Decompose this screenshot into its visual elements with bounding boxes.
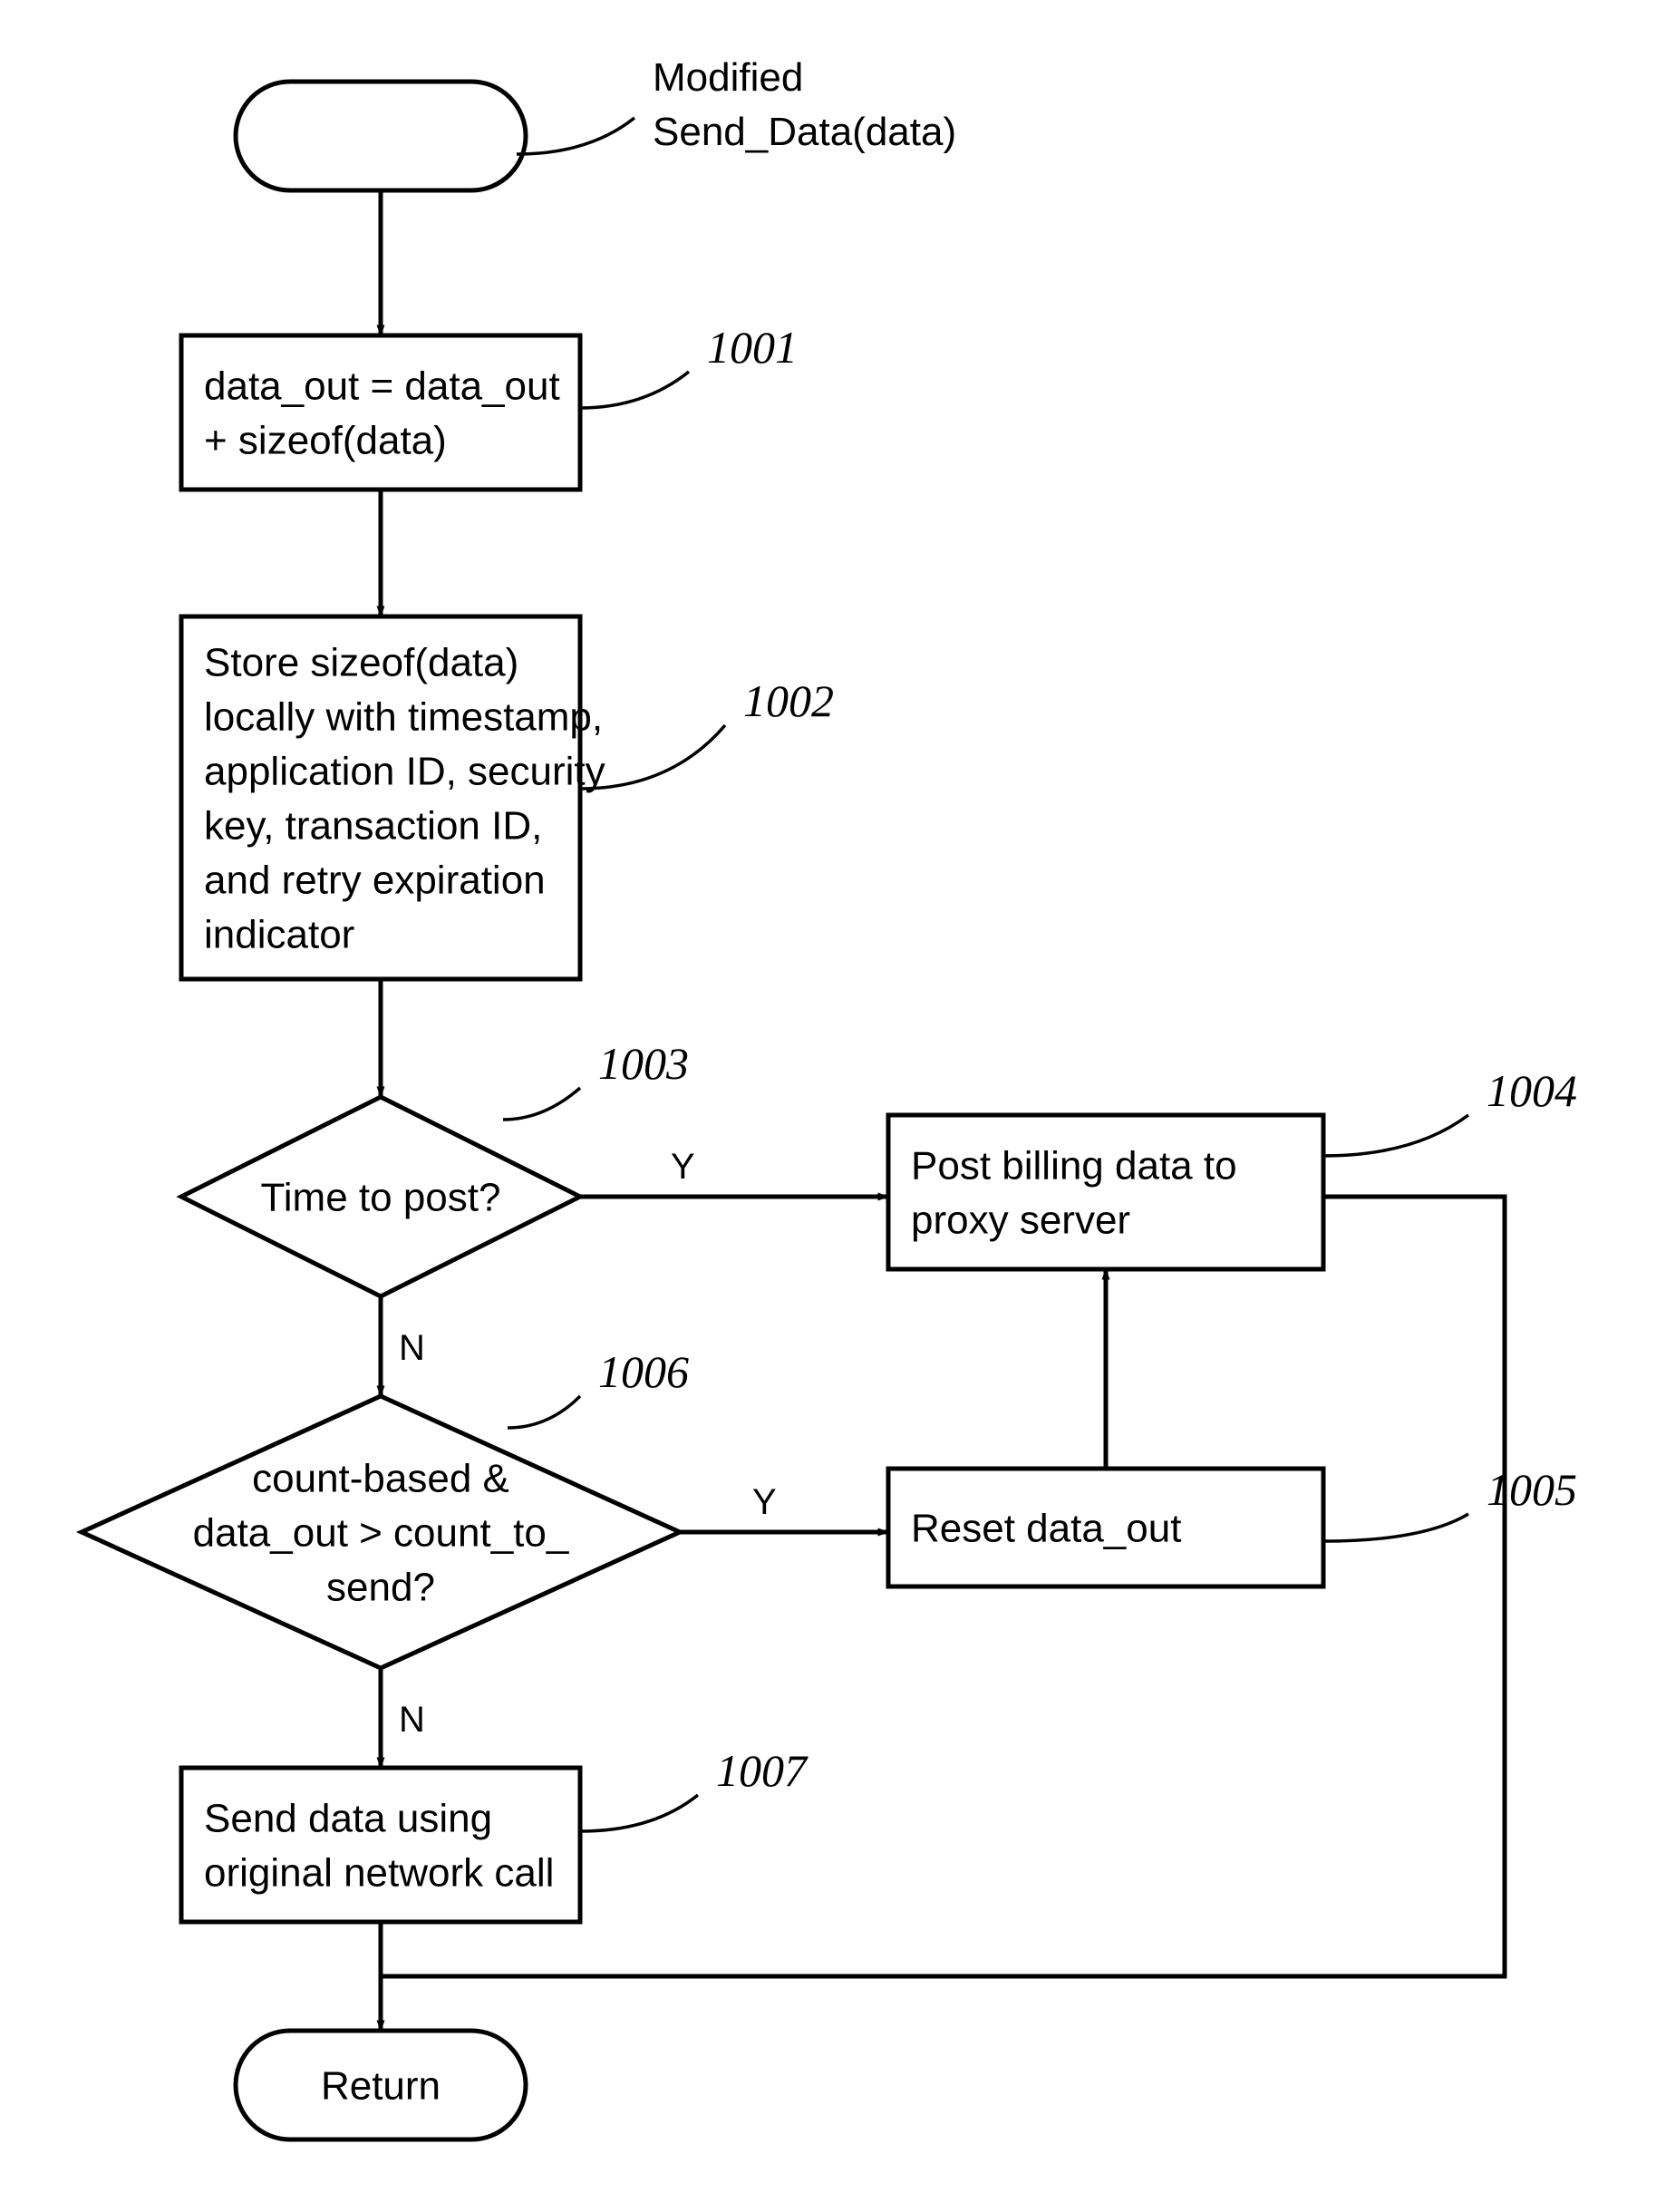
callout-c1001 (580, 372, 689, 408)
callout-c_start (517, 118, 634, 154)
callout-c1005 (1323, 1514, 1468, 1541)
node-n1005-line-0: Reset data_out (911, 1506, 1181, 1550)
node-n1006-line-2: send? (326, 1565, 435, 1609)
ref-r1002: 1002 (743, 675, 834, 726)
e_1003_1004-label: Y (671, 1147, 695, 1187)
node-n1006: count-based & data_out > count_to_ send? (82, 1396, 680, 1668)
node-n1001-line-1: + sizeof(data) (204, 418, 447, 462)
nodes: data_out = data_out + sizeof(data) Store s… (82, 82, 1323, 2139)
e_1006_1007-label: N (399, 1700, 425, 1740)
start-label-1: Send_Data(data) (653, 110, 956, 154)
node-return: Return (236, 2031, 526, 2139)
node-n1001: data_out = data_out + sizeof(data) (181, 335, 580, 490)
node-start (236, 82, 526, 190)
node-n1002-line-5: indicator (204, 912, 354, 956)
node-n1007-line-1: original network call (204, 1850, 554, 1895)
ref-r1006: 1006 (598, 1346, 689, 1397)
ref-r1007: 1007 (716, 1745, 809, 1796)
node-n1002-line-3: key, transaction ID, (204, 803, 542, 848)
node-n1004: Post billing data to proxy server (888, 1115, 1323, 1269)
ref-r1003: 1003 (598, 1038, 689, 1089)
node-n1003-line-0: Time to post? (261, 1175, 501, 1219)
node-n1007: Send data using original network call (181, 1768, 580, 1922)
ref-r1001: 1001 (707, 322, 798, 373)
ref-r1004: 1004 (1487, 1065, 1577, 1116)
node-n1007-line-0: Send data using (204, 1796, 492, 1840)
node-n1004-line-0: Post billing data to (911, 1143, 1237, 1188)
node-n1005: Reset data_out (888, 1469, 1323, 1586)
callout-c1004 (1323, 1115, 1468, 1156)
start-label-0: Modified (653, 55, 803, 100)
node-n1003: Time to post? (181, 1097, 580, 1296)
e_1006_1005-label: Y (752, 1482, 777, 1522)
node-n1004-line-1: proxy server (911, 1198, 1130, 1242)
node-n1002-line-4: and retry expiration (204, 858, 546, 902)
ref-r1005: 1005 (1487, 1464, 1577, 1515)
node-n1002-line-1: locally with timestamp, (204, 694, 603, 739)
e_1003_1006-label: N (399, 1328, 425, 1368)
node-n1002: Store sizeof(data) locally with timestamp… (181, 616, 605, 979)
node-n1006-line-1: data_out > count_to_ (193, 1510, 569, 1555)
callout-c1007 (580, 1795, 698, 1831)
node-n1001-line-0: data_out = data_out (204, 364, 560, 408)
node-n1006-line-0: count-based & (252, 1456, 509, 1500)
callout-c1006 (508, 1396, 580, 1428)
node-n1002-line-0: Store sizeof(data) (204, 640, 518, 684)
node-n1002-line-2: application ID, security (204, 749, 605, 793)
node-return-text: Return (321, 2063, 441, 2108)
callout-c1003 (503, 1088, 580, 1120)
